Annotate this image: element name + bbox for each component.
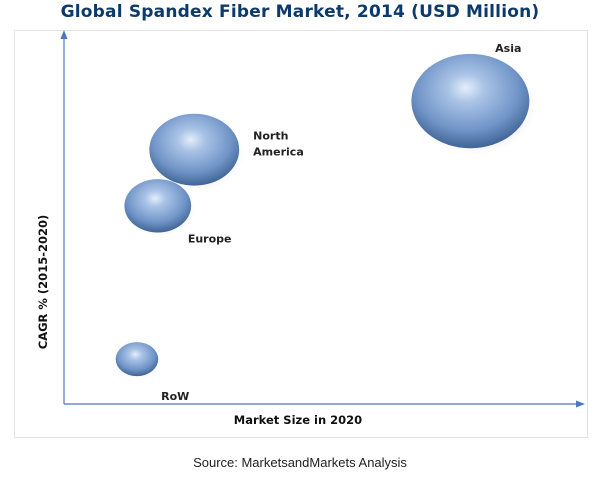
- bubble-label-line: North: [253, 130, 288, 143]
- bubble-label-line: Europe: [188, 232, 232, 245]
- y-axis-arrow: [60, 30, 68, 39]
- bubble-north-america: [149, 113, 240, 186]
- bubble-label-europe: Europe: [188, 232, 232, 245]
- bubble-europe: [124, 179, 192, 233]
- bubble-label-asia: Asia: [495, 42, 521, 55]
- x-axis-arrow: [576, 400, 585, 408]
- bubble-label-line: Asia: [495, 42, 521, 55]
- bubble-label-north-america: North America: [253, 130, 304, 159]
- bubble-label-line: RoW: [161, 390, 189, 403]
- bubble-label-row: RoW: [161, 390, 189, 403]
- bubble-asia: [411, 53, 530, 149]
- chart-title: Global Spandex Fiber Market, 2014 (USD M…: [60, 2, 540, 22]
- bubble-label-line: America: [253, 146, 304, 159]
- source-note: Source: MarketsandMarkets Analysis: [193, 455, 407, 470]
- y-axis-title: CAGR % (2015-2020): [36, 215, 50, 349]
- x-axis-title: Market Size in 2020: [234, 413, 362, 427]
- bubble-row: [115, 342, 159, 377]
